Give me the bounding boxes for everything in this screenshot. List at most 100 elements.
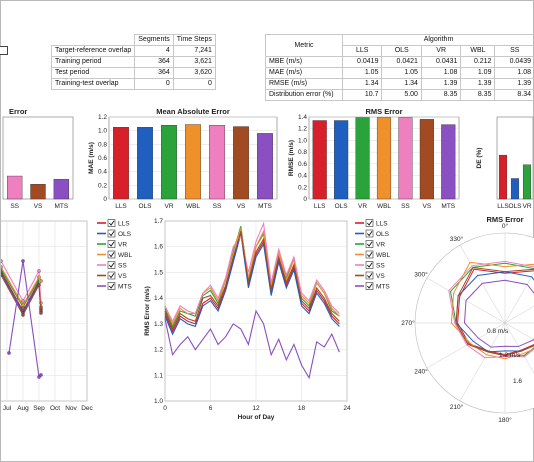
table-header-row: Metric Algorithm xyxy=(265,34,534,57)
legend-checkbox[interactable] xyxy=(107,282,116,290)
check-icon xyxy=(366,283,373,289)
x-tick-label: Jul xyxy=(3,405,12,412)
bar-lls xyxy=(113,127,129,200)
legend-label: LLS xyxy=(118,221,130,228)
y-axis-label: RMSE (m/s) xyxy=(288,140,295,176)
legend-checkbox[interactable] xyxy=(365,271,374,280)
legend-label: MTS xyxy=(118,284,132,291)
series-line-vs xyxy=(164,231,340,331)
data-point xyxy=(1,273,3,277)
check-icon xyxy=(366,220,373,226)
chart-title: RMS Error xyxy=(486,215,523,224)
x-tick-label: OLS xyxy=(508,203,522,210)
bar-vr xyxy=(355,117,370,200)
table-cell: 1.09 xyxy=(460,67,496,79)
metric-label: Distribution error (%) xyxy=(265,89,343,101)
table-cell: 1.39 xyxy=(460,78,496,90)
data-point xyxy=(21,303,25,307)
table-cell: 4 xyxy=(134,45,174,57)
table-row: Training period 364 3,621 xyxy=(50,56,216,68)
x-tick-label: WBL xyxy=(377,203,391,210)
table-cell: 7,241 xyxy=(172,45,216,57)
y-tick-label: 1.2 xyxy=(298,126,307,133)
bar-vs xyxy=(233,126,249,200)
legend-checkbox[interactable] xyxy=(107,219,116,227)
x-tick-label: OLS xyxy=(138,203,152,210)
table-cell: 364 xyxy=(134,56,174,68)
angle-gridline xyxy=(459,244,506,324)
y-axis-label: MAE (m/s) xyxy=(88,142,95,174)
metric-label: RMSE (m/s) xyxy=(265,78,343,90)
metric-label: MAE (m/s) xyxy=(265,67,343,79)
x-axis-label: Hour of Day xyxy=(238,414,275,421)
x-tick-label: 0 xyxy=(163,405,167,412)
legend-label: VR xyxy=(118,242,127,249)
algorithm-column-header: SS xyxy=(494,45,534,57)
table-cell: 3,621 xyxy=(172,56,216,68)
y-tick-label: 1.1 xyxy=(154,372,163,379)
legend-checkbox[interactable] xyxy=(365,261,374,269)
legend-label: VS xyxy=(118,273,127,280)
radial-label: 1.2 m/s xyxy=(499,352,521,359)
legend-checkbox[interactable] xyxy=(365,240,374,248)
rmse-bar-chart: RMS Error 0 0.2 0.4 0.6 0.8 1.0 1.2 1.4 RMSE (m/s… xyxy=(288,107,460,210)
angle-gridline xyxy=(426,322,506,369)
chart-title: Error xyxy=(9,107,27,116)
y-tick-label: 1.7 xyxy=(154,218,163,225)
data-point xyxy=(7,351,11,355)
legend-checkbox[interactable] xyxy=(107,240,116,248)
check-icon xyxy=(108,262,115,268)
bar-mts xyxy=(53,179,69,200)
legend-checkbox[interactable] xyxy=(365,229,374,238)
angle-gridline xyxy=(504,322,534,374)
table-cell: 0.0439 xyxy=(494,56,534,68)
legend-label: WBL xyxy=(118,252,132,259)
y-tick-label: 1.4 xyxy=(298,114,307,121)
angle-label: 240° xyxy=(414,368,428,376)
x-tick-label: 24 xyxy=(343,405,351,412)
data-point xyxy=(1,259,3,263)
table-row: Target-reference overlap 4 7,241 xyxy=(50,45,216,57)
y-tick-label: 0.6 xyxy=(298,161,307,168)
check-icon xyxy=(108,241,115,247)
legend-label: SS xyxy=(376,263,385,270)
y-tick-label: 1.5 xyxy=(154,269,163,276)
legend-checkbox[interactable] xyxy=(365,282,374,290)
legend-checkbox[interactable] xyxy=(365,219,374,227)
bar-ss xyxy=(209,125,225,200)
x-tick-label: Dec xyxy=(81,405,93,412)
y-tick-label: 1.3 xyxy=(154,321,163,328)
y-tick-label: 0.4 xyxy=(98,169,107,176)
algorithm-column-header: WBL xyxy=(460,45,496,57)
x-tick-label: VS xyxy=(423,203,432,210)
x-tick-label: Nov xyxy=(65,405,77,412)
check-icon xyxy=(108,283,115,289)
chart-title: RMS Error xyxy=(365,107,402,116)
hourly-legend: LLS OLS VR WBL SS VS MTS xyxy=(355,219,390,291)
legend-checkbox[interactable] xyxy=(107,271,116,280)
legend-label: OLS xyxy=(118,231,132,238)
series-line-ss xyxy=(164,221,340,323)
bar-lls xyxy=(312,120,327,200)
x-tick-label: VS xyxy=(237,203,246,210)
legend-checkbox[interactable] xyxy=(365,250,374,259)
legend-label: VR xyxy=(376,242,385,249)
monthly-error-chart: Jul Aug Sep Oct Nov Dec LLS OLS VR WBL SS VS MTS xyxy=(1,219,132,412)
legend-label: MTS xyxy=(376,284,390,291)
legend-label: WBL xyxy=(376,252,390,259)
x-tick-label: MTS xyxy=(54,203,68,210)
table-cell: 1.34 xyxy=(341,78,383,90)
angle-gridline xyxy=(459,322,506,402)
table-cell: Training-test overlap xyxy=(50,78,136,90)
checkbox[interactable] xyxy=(0,46,8,55)
series-line-ols xyxy=(164,233,340,336)
legend-checkbox[interactable] xyxy=(107,261,116,269)
legend-checkbox[interactable] xyxy=(107,229,116,238)
y-tick-label: 0.8 xyxy=(298,149,307,156)
legend-checkbox[interactable] xyxy=(107,250,116,259)
table-cell: 3,620 xyxy=(172,67,216,79)
radial-label: 0.8 m/s xyxy=(487,328,509,335)
table-row: MBE (m/s) 0.0419 0.0421 0.0431 0.212 0.0439 xyxy=(265,56,534,68)
angle-label: 0° xyxy=(502,222,509,230)
x-tick-label: SS xyxy=(401,203,410,210)
